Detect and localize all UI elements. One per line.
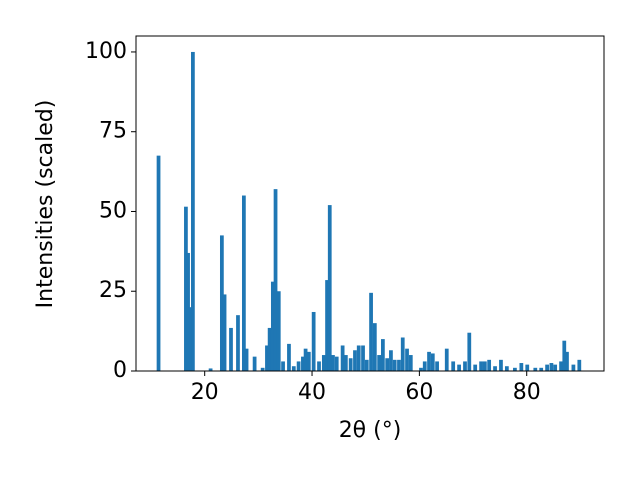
bar xyxy=(252,356,257,371)
y-tick-label: 0 xyxy=(113,358,127,383)
bar xyxy=(361,345,365,371)
plot-frame xyxy=(135,35,605,372)
x-tick-label: 40 xyxy=(298,380,326,405)
bar xyxy=(325,280,329,371)
bar xyxy=(291,366,296,371)
bar xyxy=(187,307,192,371)
bar xyxy=(400,337,405,371)
bar xyxy=(156,155,161,371)
y-tick-label: 25 xyxy=(99,278,127,303)
bar xyxy=(296,361,301,371)
bar xyxy=(184,206,188,371)
bar xyxy=(222,294,227,371)
bar xyxy=(244,348,249,371)
bar xyxy=(303,348,308,371)
bar xyxy=(430,353,435,371)
bar xyxy=(487,359,492,371)
bar xyxy=(331,355,335,371)
bar xyxy=(479,361,483,371)
y-tick-label: 75 xyxy=(99,119,127,144)
bar xyxy=(229,327,233,371)
bar xyxy=(533,367,538,371)
bar xyxy=(553,364,558,371)
bar xyxy=(208,368,213,371)
bar xyxy=(381,339,385,371)
bar xyxy=(545,364,549,371)
x-axis-label: 2θ (°) xyxy=(339,418,402,443)
bar xyxy=(513,367,517,371)
bar xyxy=(427,351,431,371)
y-axis-label: Intensities (scaled) xyxy=(33,100,58,309)
bar xyxy=(397,359,401,371)
bar xyxy=(525,364,530,371)
bar xyxy=(270,281,275,371)
bar xyxy=(463,361,467,371)
bar xyxy=(301,356,305,371)
bar xyxy=(273,189,278,371)
bar xyxy=(519,363,524,371)
bar xyxy=(276,291,281,371)
bar xyxy=(321,355,326,371)
bar xyxy=(265,345,269,371)
bar xyxy=(377,355,382,371)
bar xyxy=(327,205,332,371)
bar xyxy=(562,340,567,371)
bar xyxy=(372,323,377,371)
bar xyxy=(482,361,487,371)
bar xyxy=(405,348,409,371)
bar xyxy=(241,195,246,371)
bar xyxy=(334,356,339,371)
bar xyxy=(369,292,373,371)
bar xyxy=(281,361,285,371)
bar xyxy=(408,355,413,371)
bar xyxy=(571,364,576,371)
bar xyxy=(419,367,423,371)
bar xyxy=(260,367,265,371)
y-tick-label: 50 xyxy=(99,198,127,223)
bar xyxy=(444,348,449,371)
bar xyxy=(267,327,272,371)
bar xyxy=(348,358,353,371)
x-tick-label: 60 xyxy=(405,380,433,405)
bar xyxy=(287,343,291,371)
bar xyxy=(549,363,554,371)
bar xyxy=(435,361,439,371)
bar xyxy=(473,364,478,371)
bar xyxy=(306,351,311,371)
bar xyxy=(499,359,503,371)
bar xyxy=(392,359,397,371)
bar xyxy=(236,315,240,371)
bar xyxy=(219,235,224,371)
bar xyxy=(539,367,544,371)
bar xyxy=(311,311,316,371)
bar xyxy=(493,366,497,371)
bar xyxy=(457,364,461,371)
bar xyxy=(356,345,361,371)
bar xyxy=(422,361,427,371)
bar xyxy=(343,355,348,371)
bar xyxy=(577,359,582,371)
bar xyxy=(451,361,456,371)
bar xyxy=(389,350,393,371)
x-tick-label: 20 xyxy=(191,380,219,405)
x-tick-label: 80 xyxy=(513,380,541,405)
y-tick-label: 100 xyxy=(85,39,127,64)
bar xyxy=(385,358,390,371)
bar xyxy=(317,361,321,371)
bar xyxy=(191,51,195,371)
bar xyxy=(467,332,472,371)
bar xyxy=(559,361,563,371)
bar xyxy=(340,345,345,371)
bar xyxy=(364,359,369,371)
bar xyxy=(565,351,569,371)
bar xyxy=(504,366,509,371)
bar xyxy=(353,350,357,371)
